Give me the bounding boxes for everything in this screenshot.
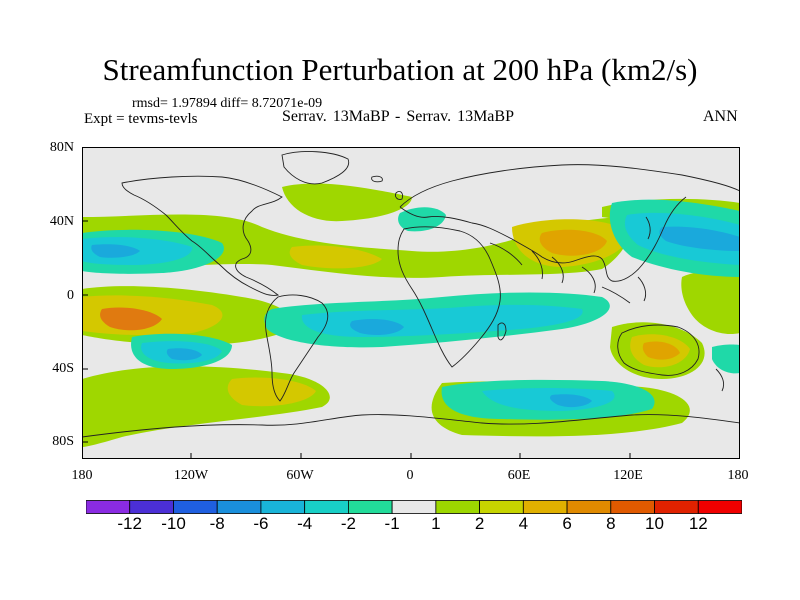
colorbar-box-10 [522, 500, 568, 514]
field-pos-australia-core [642, 341, 680, 360]
coast-southeast-asia [581, 266, 647, 304]
coast-australia [617, 324, 700, 376]
colorbar-label: 8 [606, 514, 616, 533]
colorbar-label: -8 [209, 514, 225, 533]
lon-tick-60e: 60E [507, 468, 531, 483]
colorbar-box-0 [86, 500, 131, 514]
colorbar-label: 10 [645, 514, 664, 533]
colorbar-label: -4 [297, 514, 313, 533]
colorbar-label: 4 [518, 514, 529, 533]
lon-tick-120e: 120E [613, 468, 643, 483]
colorbar-box-1 [129, 500, 174, 514]
colorbar [86, 500, 742, 514]
coast-greenland [281, 151, 350, 185]
colorbar-label: -2 [340, 514, 356, 533]
lon-tick-60w: 60W [286, 468, 314, 483]
field-neg-tropical-core [350, 319, 404, 335]
colorbar-label: 2 [474, 514, 485, 533]
field-pos-pacific-north [82, 214, 631, 278]
colorbar-box-6 [347, 500, 393, 514]
colorbar-label: 1 [431, 514, 441, 533]
season-label: ANN [703, 108, 738, 125]
colorbar-box-8 [435, 500, 480, 514]
colorbar-label: -10 [161, 514, 186, 533]
coast-iceland [371, 175, 383, 183]
lat-tick-80s: 80S [52, 434, 74, 449]
colorbar-label: -1 [384, 514, 400, 533]
colorbar-box-11 [566, 500, 612, 514]
coast-madagascar [497, 322, 507, 341]
field-neg-north-pacific-west-core [91, 244, 140, 258]
field-pos-north-atlantic [282, 183, 412, 222]
lon-tick-120w: 120W [173, 468, 209, 483]
colorbar-box-7 [391, 500, 437, 514]
coast-north-america [121, 175, 283, 296]
coast-japan [645, 216, 651, 240]
coast-arabia-india [489, 242, 564, 284]
colorbar-box-2 [173, 500, 218, 514]
colorbar-label: 12 [688, 514, 708, 533]
field-neg-east-indian [712, 344, 740, 374]
colorbar-box-4 [260, 500, 306, 514]
lon-tick-180e: 180 [727, 468, 749, 483]
map-title: Streamfunction Perturbation at 200 hPa (… [102, 52, 698, 87]
field-pos-west-pacific [681, 270, 740, 335]
coast-antarctica [82, 414, 740, 438]
lon-tick-0: 0 [406, 468, 414, 483]
colorbar-label: -12 [117, 514, 142, 533]
lat-tick-0: 0 [67, 288, 74, 303]
streamfunction-map [82, 147, 740, 459]
coast-south-america [265, 294, 329, 402]
colorbar-box-3 [216, 500, 262, 514]
case-label: Serrav. 13MaBP - Serrav. 13MaBP [282, 108, 514, 125]
colorbar-label: -6 [253, 514, 269, 533]
colorbar-box-5 [304, 500, 349, 514]
lat-tick-80n: 80N [49, 140, 74, 155]
field-neg-south-pacific-core [166, 348, 202, 361]
coast-british-isles [395, 190, 403, 200]
colorbar-box-13 [654, 500, 699, 514]
colorbar-box-14 [697, 500, 742, 514]
field-pos-east-pacific-core [100, 307, 162, 331]
field-pos-south-atlantic-mid [227, 377, 316, 407]
coast-new-zealand [715, 368, 725, 392]
field-pos-asia-core [539, 229, 607, 256]
colorbar-label: 6 [562, 514, 572, 533]
coast-europe-asia [399, 164, 740, 282]
colorbar-box-9 [479, 500, 524, 514]
field-neg-southern-ocean-core [550, 394, 592, 408]
lon-tick-180w: 180 [71, 468, 93, 483]
lat-tick-40s: 40S [52, 361, 74, 376]
lat-tick-40n: 40N [49, 214, 74, 229]
rmsd-diff-stats: rmsd= 1.97894 diff= 8.72071e-09 [132, 96, 323, 111]
field-pos-atlantic-mid [289, 245, 382, 269]
coastlines [82, 151, 740, 438]
coast-africa [397, 226, 501, 368]
field-neg-west-pacific-north-core [659, 226, 740, 251]
map-frame [82, 147, 740, 459]
experiment-label: Expt = tevms-tevls [84, 111, 198, 127]
colorbar-box-12 [610, 500, 655, 514]
